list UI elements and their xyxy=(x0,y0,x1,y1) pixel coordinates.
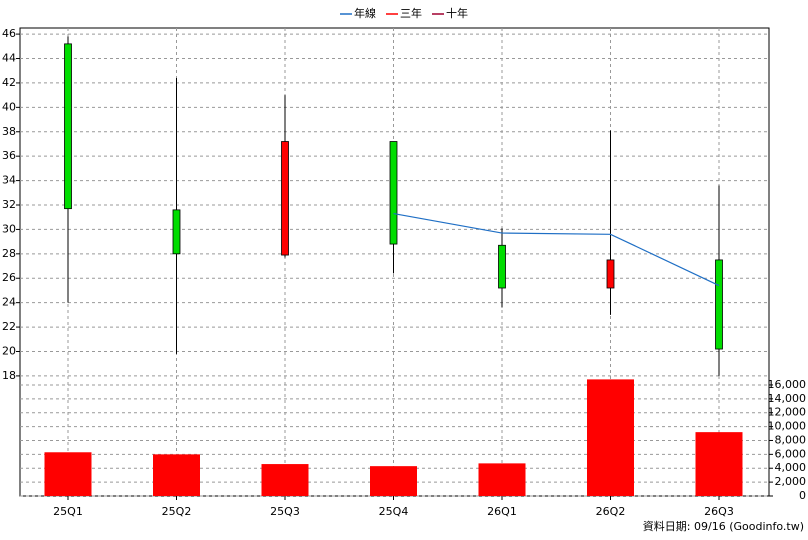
x-tick-label: 25Q2 xyxy=(162,505,192,518)
volume-bar xyxy=(44,452,92,496)
y-tick-label: 36 xyxy=(2,149,16,162)
y-tick-label: 44 xyxy=(2,52,16,65)
candle-body xyxy=(606,259,615,289)
x-tick-label: 26Q2 xyxy=(596,505,626,518)
y2-tick-label: 2,000 xyxy=(775,475,807,488)
volume-bar xyxy=(478,463,526,496)
y-tick-label: 38 xyxy=(2,125,16,138)
legend-label: 三年 xyxy=(400,6,422,20)
legend-label: 十年 xyxy=(446,6,468,20)
volume-bar xyxy=(261,464,309,496)
y-tick-label: 18 xyxy=(2,369,16,382)
volume-bar xyxy=(695,432,743,496)
y-tick-label: 32 xyxy=(2,198,16,211)
x-tick-label: 26Q1 xyxy=(487,505,517,518)
plot-frame xyxy=(19,27,770,497)
candle-body xyxy=(389,141,398,245)
volume-bar xyxy=(370,466,417,496)
y2-tick-label: 14,000 xyxy=(768,392,807,405)
y-tick-label: 24 xyxy=(2,296,16,309)
y-tick-label: 40 xyxy=(2,100,16,113)
legend-label: 年線 xyxy=(354,6,376,20)
y2-tick-label: 6,000 xyxy=(775,447,807,460)
y-tick-label: 22 xyxy=(2,320,16,333)
y-tick-label: 20 xyxy=(2,344,16,357)
y2-tick-label: 12,000 xyxy=(768,406,807,419)
y2-tick-label: 8,000 xyxy=(775,433,807,446)
y-tick-label: 26 xyxy=(2,271,16,284)
candle-body xyxy=(498,244,506,289)
y-tick-label: 34 xyxy=(2,174,16,187)
x-tick-label: 25Q1 xyxy=(53,505,83,518)
x-tick-label: 25Q4 xyxy=(379,505,409,518)
y2-tick-label: 4,000 xyxy=(775,461,807,474)
y2-tick-label: 16,000 xyxy=(768,378,807,391)
x-tick-label: 26Q3 xyxy=(704,505,734,518)
y-tick-label: 30 xyxy=(2,222,16,235)
candle-body xyxy=(281,141,289,256)
y2-tick-label: 0 xyxy=(799,489,806,502)
volume-bar xyxy=(153,454,200,496)
line-series xyxy=(393,212,720,287)
candle-body xyxy=(64,43,72,210)
y2-tick-label: 10,000 xyxy=(768,420,807,433)
y-tick-label: 42 xyxy=(2,76,16,89)
y-tick-label: 46 xyxy=(2,27,16,40)
candle-body xyxy=(715,259,723,350)
volume-bar xyxy=(587,379,634,496)
candle-body xyxy=(172,209,181,255)
x-tick-label: 25Q3 xyxy=(270,505,300,518)
source-note: 資料日期: 09/16 (Goodinfo.tw) xyxy=(643,519,804,533)
y-tick-label: 28 xyxy=(2,247,16,260)
